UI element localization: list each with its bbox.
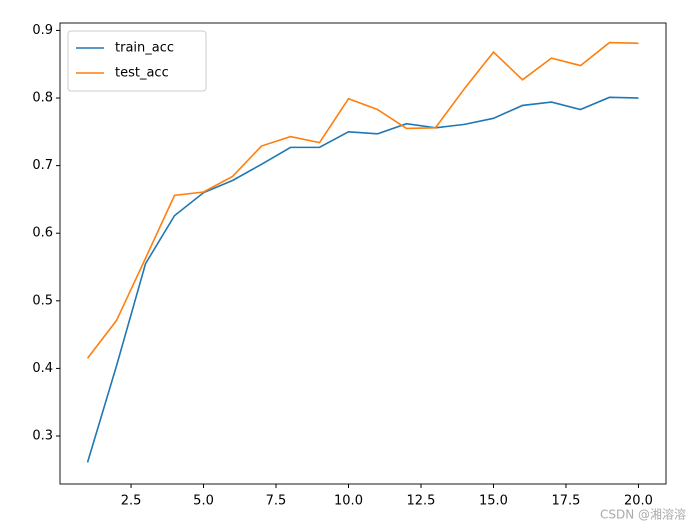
legend-label: train_acc: [115, 41, 174, 56]
legend-box: [67, 30, 207, 92]
x-tick-label: 10.0: [334, 494, 363, 509]
x-tick-label: 2.5: [121, 494, 142, 509]
legend-label: test_acc: [115, 66, 169, 81]
x-tick-label: 20.0: [624, 494, 653, 509]
watermark: CSDN @湘溶溶: [600, 507, 686, 522]
x-tick-label: 7.5: [266, 494, 287, 509]
x-tick-label: 15.0: [479, 494, 508, 509]
y-tick-label: 0.3: [32, 429, 53, 444]
x-tick-label: 17.5: [551, 494, 580, 509]
x-tick-label: 12.5: [407, 494, 436, 509]
line-series: [86, 41, 639, 359]
y-tick-label: 0.6: [32, 226, 53, 241]
y-tick-label: 0.8: [32, 91, 53, 106]
axes-frame: [59, 22, 667, 485]
line-series: [86, 96, 639, 463]
y-tick-label: 0.5: [32, 293, 53, 308]
y-tick-label: 0.4: [32, 361, 53, 376]
x-tick-label: 5.0: [193, 494, 214, 509]
y-tick-label: 0.9: [32, 23, 53, 38]
y-tick-label: 0.7: [32, 158, 53, 173]
